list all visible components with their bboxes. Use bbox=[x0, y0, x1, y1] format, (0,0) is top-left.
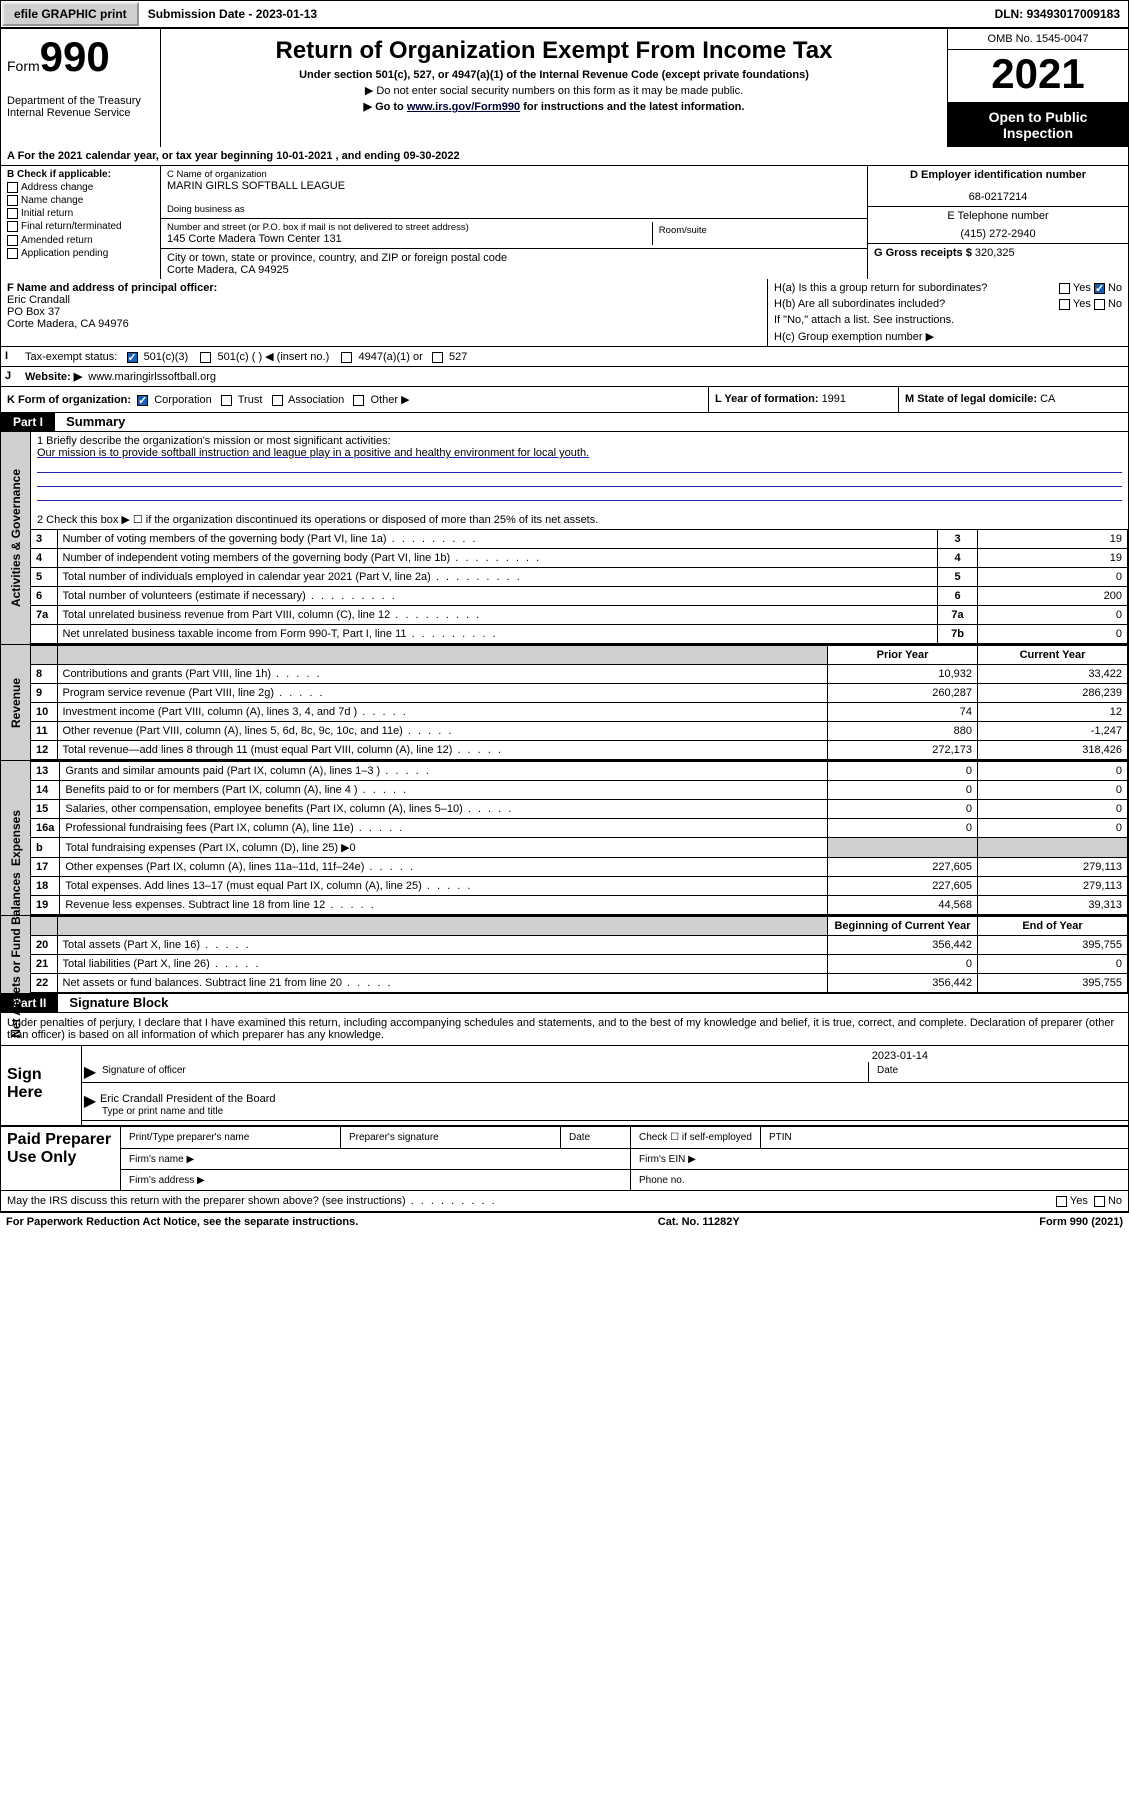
tel-label: E Telephone number bbox=[874, 210, 1122, 222]
chk-amended[interactable]: Amended return bbox=[21, 235, 93, 246]
ha-group-return: H(a) Is this a group return for subordin… bbox=[774, 282, 1122, 294]
state-domicile: CA bbox=[1040, 393, 1055, 405]
year-formation: 1991 bbox=[822, 393, 846, 405]
topbar: efile GRAPHIC print Submission Date - 20… bbox=[0, 0, 1129, 28]
chk-501c3[interactable] bbox=[127, 352, 138, 363]
city-label: City or town, state or province, country… bbox=[167, 252, 861, 264]
room-label: Room/suite bbox=[659, 225, 707, 236]
principal-h-row: F Name and address of principal officer:… bbox=[0, 279, 1129, 347]
paid-preparer-table: Paid Preparer Use Only Print/Type prepar… bbox=[0, 1126, 1129, 1191]
chk-4947[interactable] bbox=[341, 352, 352, 363]
hb-note: If "No," attach a list. See instructions… bbox=[774, 314, 1122, 326]
part1-netassets: Net Assets or Fund Balances Beginning of… bbox=[0, 916, 1129, 994]
revenue-table: Prior YearCurrent Year8Contributions and… bbox=[31, 645, 1128, 760]
chk-corp[interactable] bbox=[137, 395, 148, 406]
addr-label: Number and street (or P.O. box if mail i… bbox=[167, 222, 652, 233]
expenses-table: 13Grants and similar amounts paid (Part … bbox=[31, 761, 1128, 915]
org-name: MARIN GIRLS SOFTBALL LEAGUE bbox=[167, 180, 861, 192]
form-number: Form990 bbox=[7, 33, 154, 81]
dln: DLN: 93493017009183 bbox=[987, 4, 1128, 24]
submission-date: Submission Date - 2023-01-13 bbox=[140, 4, 325, 24]
chk-initial-return[interactable]: Initial return bbox=[21, 208, 73, 219]
chk-trust[interactable] bbox=[221, 395, 232, 406]
form-note2: ▶ Go to www.irs.gov/Form990 for instruct… bbox=[167, 100, 941, 113]
discuss-row: May the IRS discuss this return with the… bbox=[0, 1191, 1129, 1212]
efile-print-button[interactable]: efile GRAPHIC print bbox=[2, 2, 139, 26]
website: www.maringirlssoftball.org bbox=[88, 371, 216, 383]
governance-table: 3Number of voting members of the governi… bbox=[31, 529, 1128, 644]
part1-expenses: Expenses 13Grants and similar amounts pa… bbox=[0, 761, 1129, 916]
col-b-checkboxes: B Check if applicable: Address change Na… bbox=[1, 166, 161, 279]
part1-revenue: Revenue Prior YearCurrent Year8Contribut… bbox=[0, 645, 1129, 761]
chk-assoc[interactable] bbox=[272, 395, 283, 406]
officer-name: Eric Crandall bbox=[7, 294, 761, 306]
chk-527[interactable] bbox=[432, 352, 443, 363]
part1-header: Part I Summary bbox=[0, 413, 1129, 432]
chk-other[interactable] bbox=[353, 395, 364, 406]
officer-addr2: Corte Madera, CA 94976 bbox=[7, 318, 761, 330]
form-subtitle: Under section 501(c), 527, or 4947(a)(1)… bbox=[167, 69, 941, 81]
street-address: 145 Corte Madera Town Center 131 bbox=[167, 233, 652, 245]
netassets-table: Beginning of Current YearEnd of Year20To… bbox=[31, 916, 1128, 993]
form-header: Form990 Department of the Treasury Inter… bbox=[0, 28, 1129, 147]
q1-label: 1 Briefly describe the organization's mi… bbox=[37, 435, 1122, 447]
org-name-label: C Name of organization bbox=[167, 169, 861, 180]
gross-label: G Gross receipts $ bbox=[874, 247, 975, 259]
hc-group-exemption: H(c) Group exemption number ▶ bbox=[774, 330, 1122, 343]
open-to-public: Open to Public Inspection bbox=[948, 103, 1128, 147]
tax-year: 2021 bbox=[948, 50, 1128, 103]
chk-app-pending[interactable]: Application pending bbox=[21, 248, 108, 259]
omb-number: OMB No. 1545-0047 bbox=[948, 29, 1128, 50]
page-footer: For Paperwork Reduction Act Notice, see … bbox=[0, 1212, 1129, 1231]
part2-header: Part II Signature Block bbox=[0, 994, 1129, 1013]
officer-printed-name: Eric Crandall President of the Board bbox=[100, 1093, 1126, 1105]
chk-name-change[interactable]: Name change bbox=[21, 195, 83, 206]
telephone: (415) 272-2940 bbox=[874, 228, 1122, 240]
hb-subordinates: H(b) Are all subordinates included? Yes … bbox=[774, 298, 1122, 310]
row-i-tax-exempt: I Tax-exempt status: 501(c)(3) 501(c) ( … bbox=[0, 347, 1129, 367]
ein: 68-0217214 bbox=[874, 191, 1122, 203]
chk-501c[interactable] bbox=[200, 352, 211, 363]
gross-receipts: 320,325 bbox=[975, 247, 1015, 259]
row-j-website: J Website: ▶ www.maringirlssoftball.org bbox=[0, 367, 1129, 387]
city-state-zip: Corte Madera, CA 94925 bbox=[167, 264, 861, 276]
dba-label: Doing business as bbox=[167, 204, 861, 215]
form-title: Return of Organization Exempt From Incom… bbox=[167, 37, 941, 65]
part1-governance: Activities & Governance 1 Briefly descri… bbox=[0, 432, 1129, 645]
row-k-form-org: K Form of organization: Corporation Trus… bbox=[0, 387, 1129, 413]
irs-link[interactable]: www.irs.gov/Form990 bbox=[407, 101, 520, 113]
entity-info-grid: B Check if applicable: Address change Na… bbox=[0, 166, 1129, 279]
officer-addr1: PO Box 37 bbox=[7, 306, 761, 318]
chk-final-return[interactable]: Final return/terminated bbox=[21, 222, 122, 233]
mission: Our mission is to provide softball instr… bbox=[37, 447, 1122, 459]
declaration: Under penalties of perjury, I declare th… bbox=[0, 1013, 1129, 1046]
ein-label: D Employer identification number bbox=[874, 169, 1122, 181]
q2-checkbox-note: 2 Check this box ▶ ☐ if the organization… bbox=[37, 513, 1122, 526]
row-a-tax-year: A For the 2021 calendar year, or tax yea… bbox=[0, 147, 1129, 166]
chk-address-change[interactable]: Address change bbox=[21, 182, 93, 193]
form-note1: ▶ Do not enter social security numbers o… bbox=[167, 84, 941, 97]
sig-date-val: 2023-01-14 bbox=[82, 1050, 1128, 1062]
department: Department of the Treasury Internal Reve… bbox=[7, 95, 154, 119]
sign-here-block: Sign Here 2023-01-14 ▶ Signature of offi… bbox=[0, 1046, 1129, 1126]
